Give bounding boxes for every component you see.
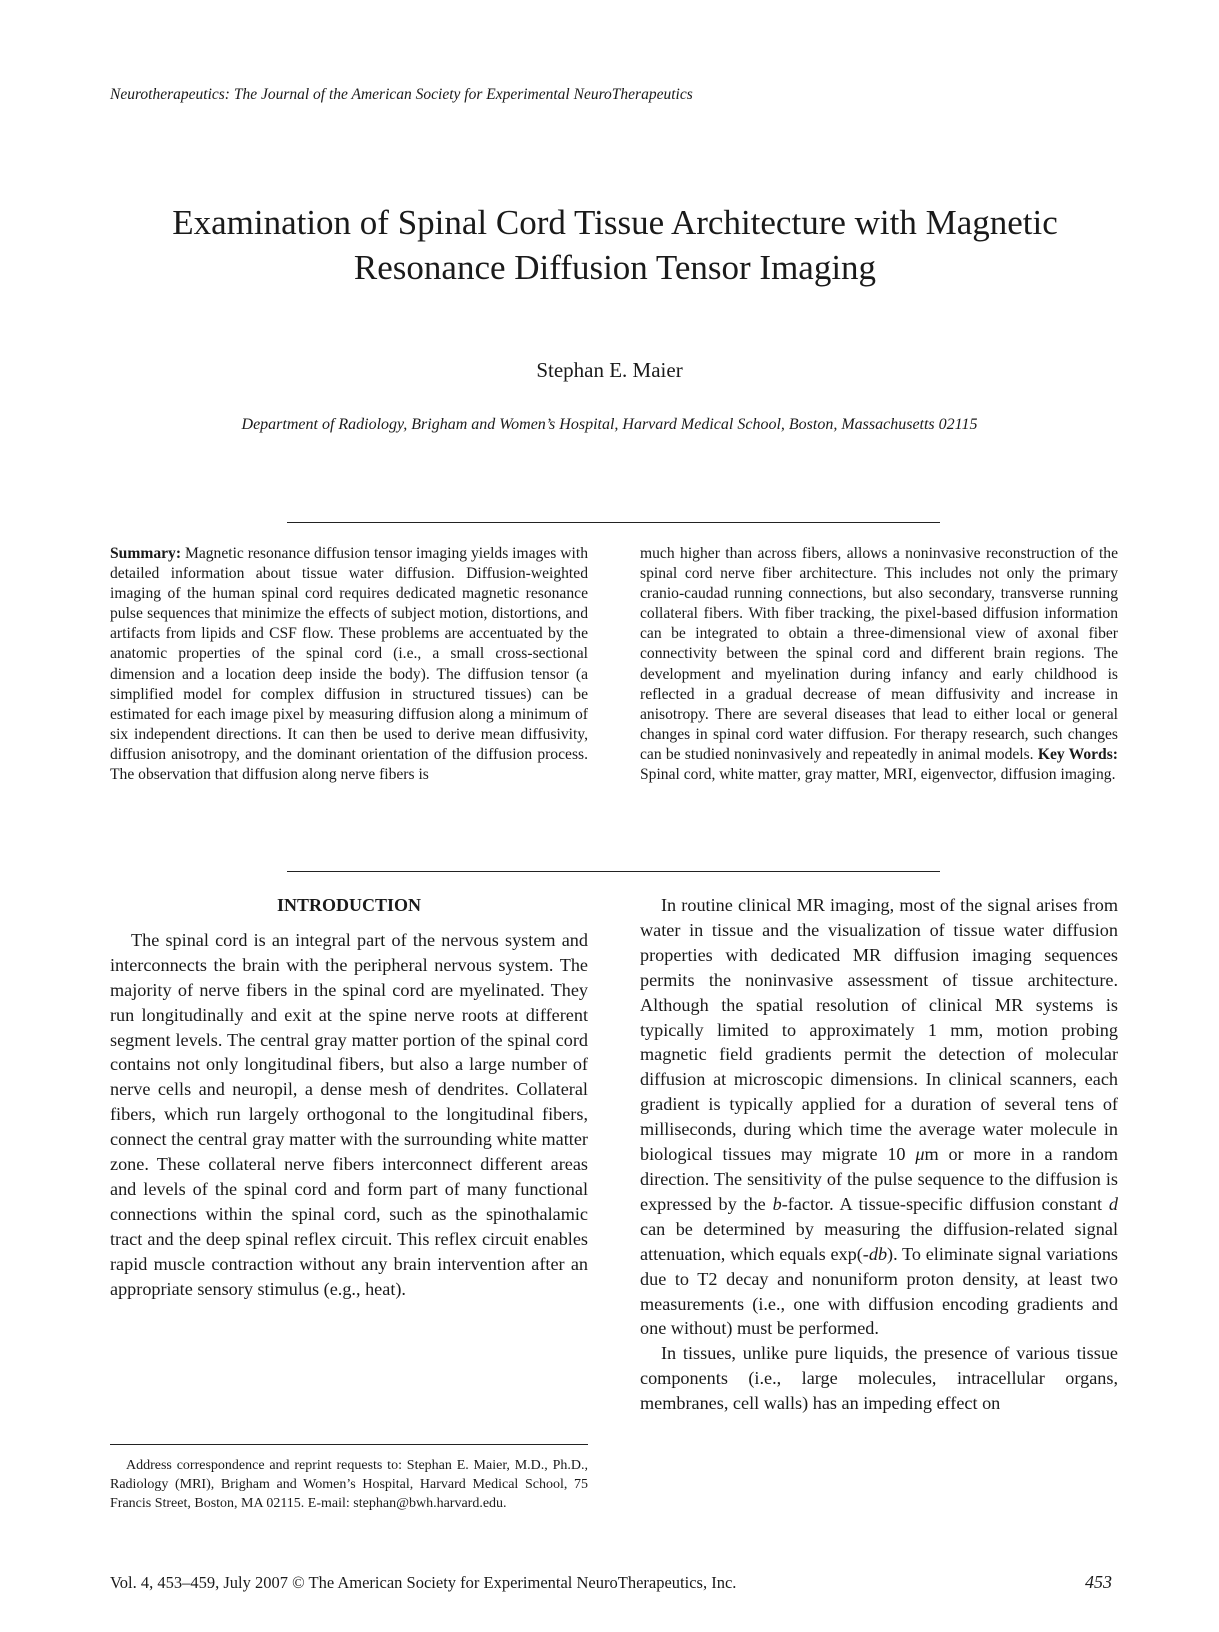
body-column-2: In routine clinical MR imaging, most of … [640,893,1118,1416]
title-line: Resonance Diffusion Tensor Imaging [353,248,877,287]
title-line: Examination of Spinal Cord Tissue Archit… [172,203,1058,242]
running-head: Neurotherapeutics: The Journal of the Am… [110,86,693,103]
footer-citation: Vol. 4, 453–459, July 2007 © The America… [110,1573,737,1592]
section-heading: INTRODUCTION [276,895,422,915]
summary-column-1: Summary: Magnetic resonance diffusion te… [110,544,588,785]
paragraph: In routine clinical MR imaging, most of … [640,895,1119,1339]
paper-title: Examination of Spinal Cord Tissue Archit… [60,200,1170,290]
summary-text: Magnetic resonance diffusion tensor imag… [110,545,588,784]
summary-column-2: much higher than across fibers, allows a… [640,544,1118,785]
body-column-1: INTRODUCTION The spinal cord is an integ… [110,893,588,1302]
summary-label: Summary: [110,545,182,562]
keywords-label: Key Words: [1037,745,1118,763]
divider-top [287,522,940,523]
summary-text: much higher than across fibers, allows a… [640,545,1118,763]
author: Stephan E. Maier [536,358,683,382]
affiliation: Department of Radiology, Brigham and Wom… [241,416,978,433]
keywords: Spinal cord, white matter, gray matter, … [640,766,1116,784]
paragraph: In tissues, unlike pure liquids, the pre… [640,1343,1118,1414]
footnote: Address correspondence and reprint reque… [110,1458,588,1511]
paragraph: The spinal cord is an integral part of t… [110,929,588,1299]
divider-bottom [287,871,940,872]
footnote-rule [110,1444,588,1445]
page-number: 453 [1085,1572,1112,1592]
